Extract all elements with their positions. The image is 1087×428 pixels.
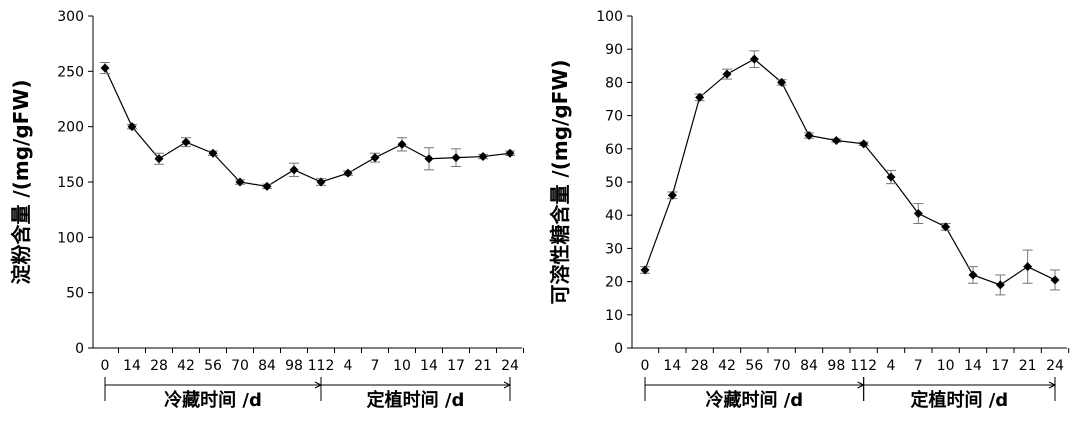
y-tick-label: 300 — [57, 9, 84, 25]
y-tick-label: 50 — [605, 175, 623, 191]
data-point — [859, 139, 869, 149]
x-tick-label: 10 — [937, 358, 955, 374]
x-tick-label: 10 — [393, 358, 411, 374]
x-tick-label: 42 — [177, 358, 195, 374]
data-point — [343, 168, 353, 178]
data-point — [208, 148, 218, 158]
data-point — [1023, 262, 1033, 272]
data-point — [640, 265, 650, 275]
y-tick-label: 30 — [605, 241, 623, 257]
x-tick-label: 98 — [827, 358, 845, 374]
x-tick-label: 70 — [231, 358, 249, 374]
data-point — [505, 148, 515, 158]
data-point — [667, 190, 677, 200]
y-tick-label: 100 — [57, 230, 84, 246]
data-point — [804, 131, 814, 141]
data-point — [749, 54, 759, 64]
data-point — [397, 139, 407, 149]
chart-panel-2: 0 10 20 30 40 50 60 70 80 90 100 0 14 28 42 56 70 84 98 112… — [548, 9, 1070, 411]
group-label: 冷藏时间 /d — [705, 389, 803, 411]
x-tick-label: 70 — [773, 358, 791, 374]
x-tick-label: 112 — [850, 358, 877, 374]
x-tick-label: 24 — [1046, 358, 1064, 374]
x-tick-label: 42 — [718, 358, 736, 374]
y-tick-label: 150 — [57, 175, 84, 191]
x-tick-label: 14 — [964, 358, 982, 374]
data-point — [1050, 275, 1060, 285]
data-point — [941, 222, 951, 232]
x-tick-label: 0 — [641, 358, 650, 374]
data-point — [968, 270, 978, 280]
x-tick-label: 17 — [447, 358, 465, 374]
x-tick-label: 17 — [991, 358, 1009, 374]
x-tick-label: 56 — [204, 358, 222, 374]
data-point — [451, 153, 461, 163]
x-tick-label: 84 — [800, 358, 818, 374]
x-tick-label: 21 — [474, 358, 492, 374]
x-tick-label: 7 — [914, 358, 923, 374]
x-tick-label: 98 — [285, 358, 303, 374]
series-line — [644, 58, 1056, 286]
data-point — [478, 152, 488, 162]
x-tick-label: 0 — [101, 358, 110, 374]
x-tick-label: 112 — [308, 358, 335, 374]
data-point — [100, 63, 110, 73]
x-tick-label: 21 — [1019, 358, 1037, 374]
data-point — [722, 69, 732, 79]
series-line — [104, 67, 511, 188]
data-point — [831, 136, 841, 145]
chart-panel-1: 0 50 100 150 200 250 300 0 14 28 42 56 70 84 98 112 4 7 10… — [9, 9, 524, 411]
data-point — [316, 177, 326, 187]
data-point — [154, 154, 164, 164]
y-tick-label: 0 — [614, 341, 623, 357]
data-point — [695, 92, 705, 102]
group-label: 定植时间 /d — [367, 389, 465, 411]
x-tick-label: 24 — [501, 358, 519, 374]
data-point — [370, 153, 380, 163]
x-tick-label: 84 — [258, 358, 276, 374]
data-point — [995, 280, 1005, 290]
x-tick-label: 14 — [123, 358, 141, 374]
x-tick-label: 28 — [150, 358, 168, 374]
y-tick-label: 60 — [605, 142, 623, 158]
x-tick-label: 56 — [745, 358, 763, 374]
data-point — [424, 154, 434, 164]
y-tick-label: 50 — [66, 286, 84, 302]
y-tick-label: 100 — [596, 9, 623, 25]
data-point — [181, 137, 191, 147]
data-point — [777, 77, 787, 87]
y-tick-label: 40 — [605, 208, 623, 224]
x-tick-label: 14 — [663, 358, 681, 374]
y-tick-label: 80 — [605, 75, 623, 91]
y-tick-label: 10 — [605, 308, 623, 324]
y-tick-label: 0 — [75, 341, 84, 357]
data-point — [913, 209, 923, 219]
x-tick-label: 4 — [887, 358, 896, 374]
group-bracket-arrow — [503, 381, 512, 389]
y-axis-title: 可溶性糖含量 /(mg/gFW) — [548, 59, 572, 304]
y-tick-label: 20 — [605, 275, 623, 291]
y-tick-label: 70 — [605, 109, 623, 125]
x-tick-label: 4 — [344, 358, 353, 374]
data-point — [886, 172, 896, 182]
data-point — [262, 181, 272, 191]
y-tick-label: 90 — [605, 42, 623, 58]
data-point — [235, 177, 245, 187]
group-bracket-arrow — [1048, 381, 1057, 389]
x-tick-label: 7 — [371, 358, 380, 374]
x-tick-label: 28 — [691, 358, 709, 374]
group-label: 定植时间 /d — [910, 389, 1008, 411]
group-label: 冷藏时间 /d — [164, 389, 262, 411]
y-tick-label: 200 — [57, 120, 84, 136]
x-tick-label: 14 — [420, 358, 438, 374]
data-point — [127, 122, 137, 132]
data-point — [289, 165, 299, 175]
y-tick-label: 250 — [57, 64, 84, 80]
y-axis-title: 淀粉含量 /(mg/gFW) — [9, 79, 33, 284]
